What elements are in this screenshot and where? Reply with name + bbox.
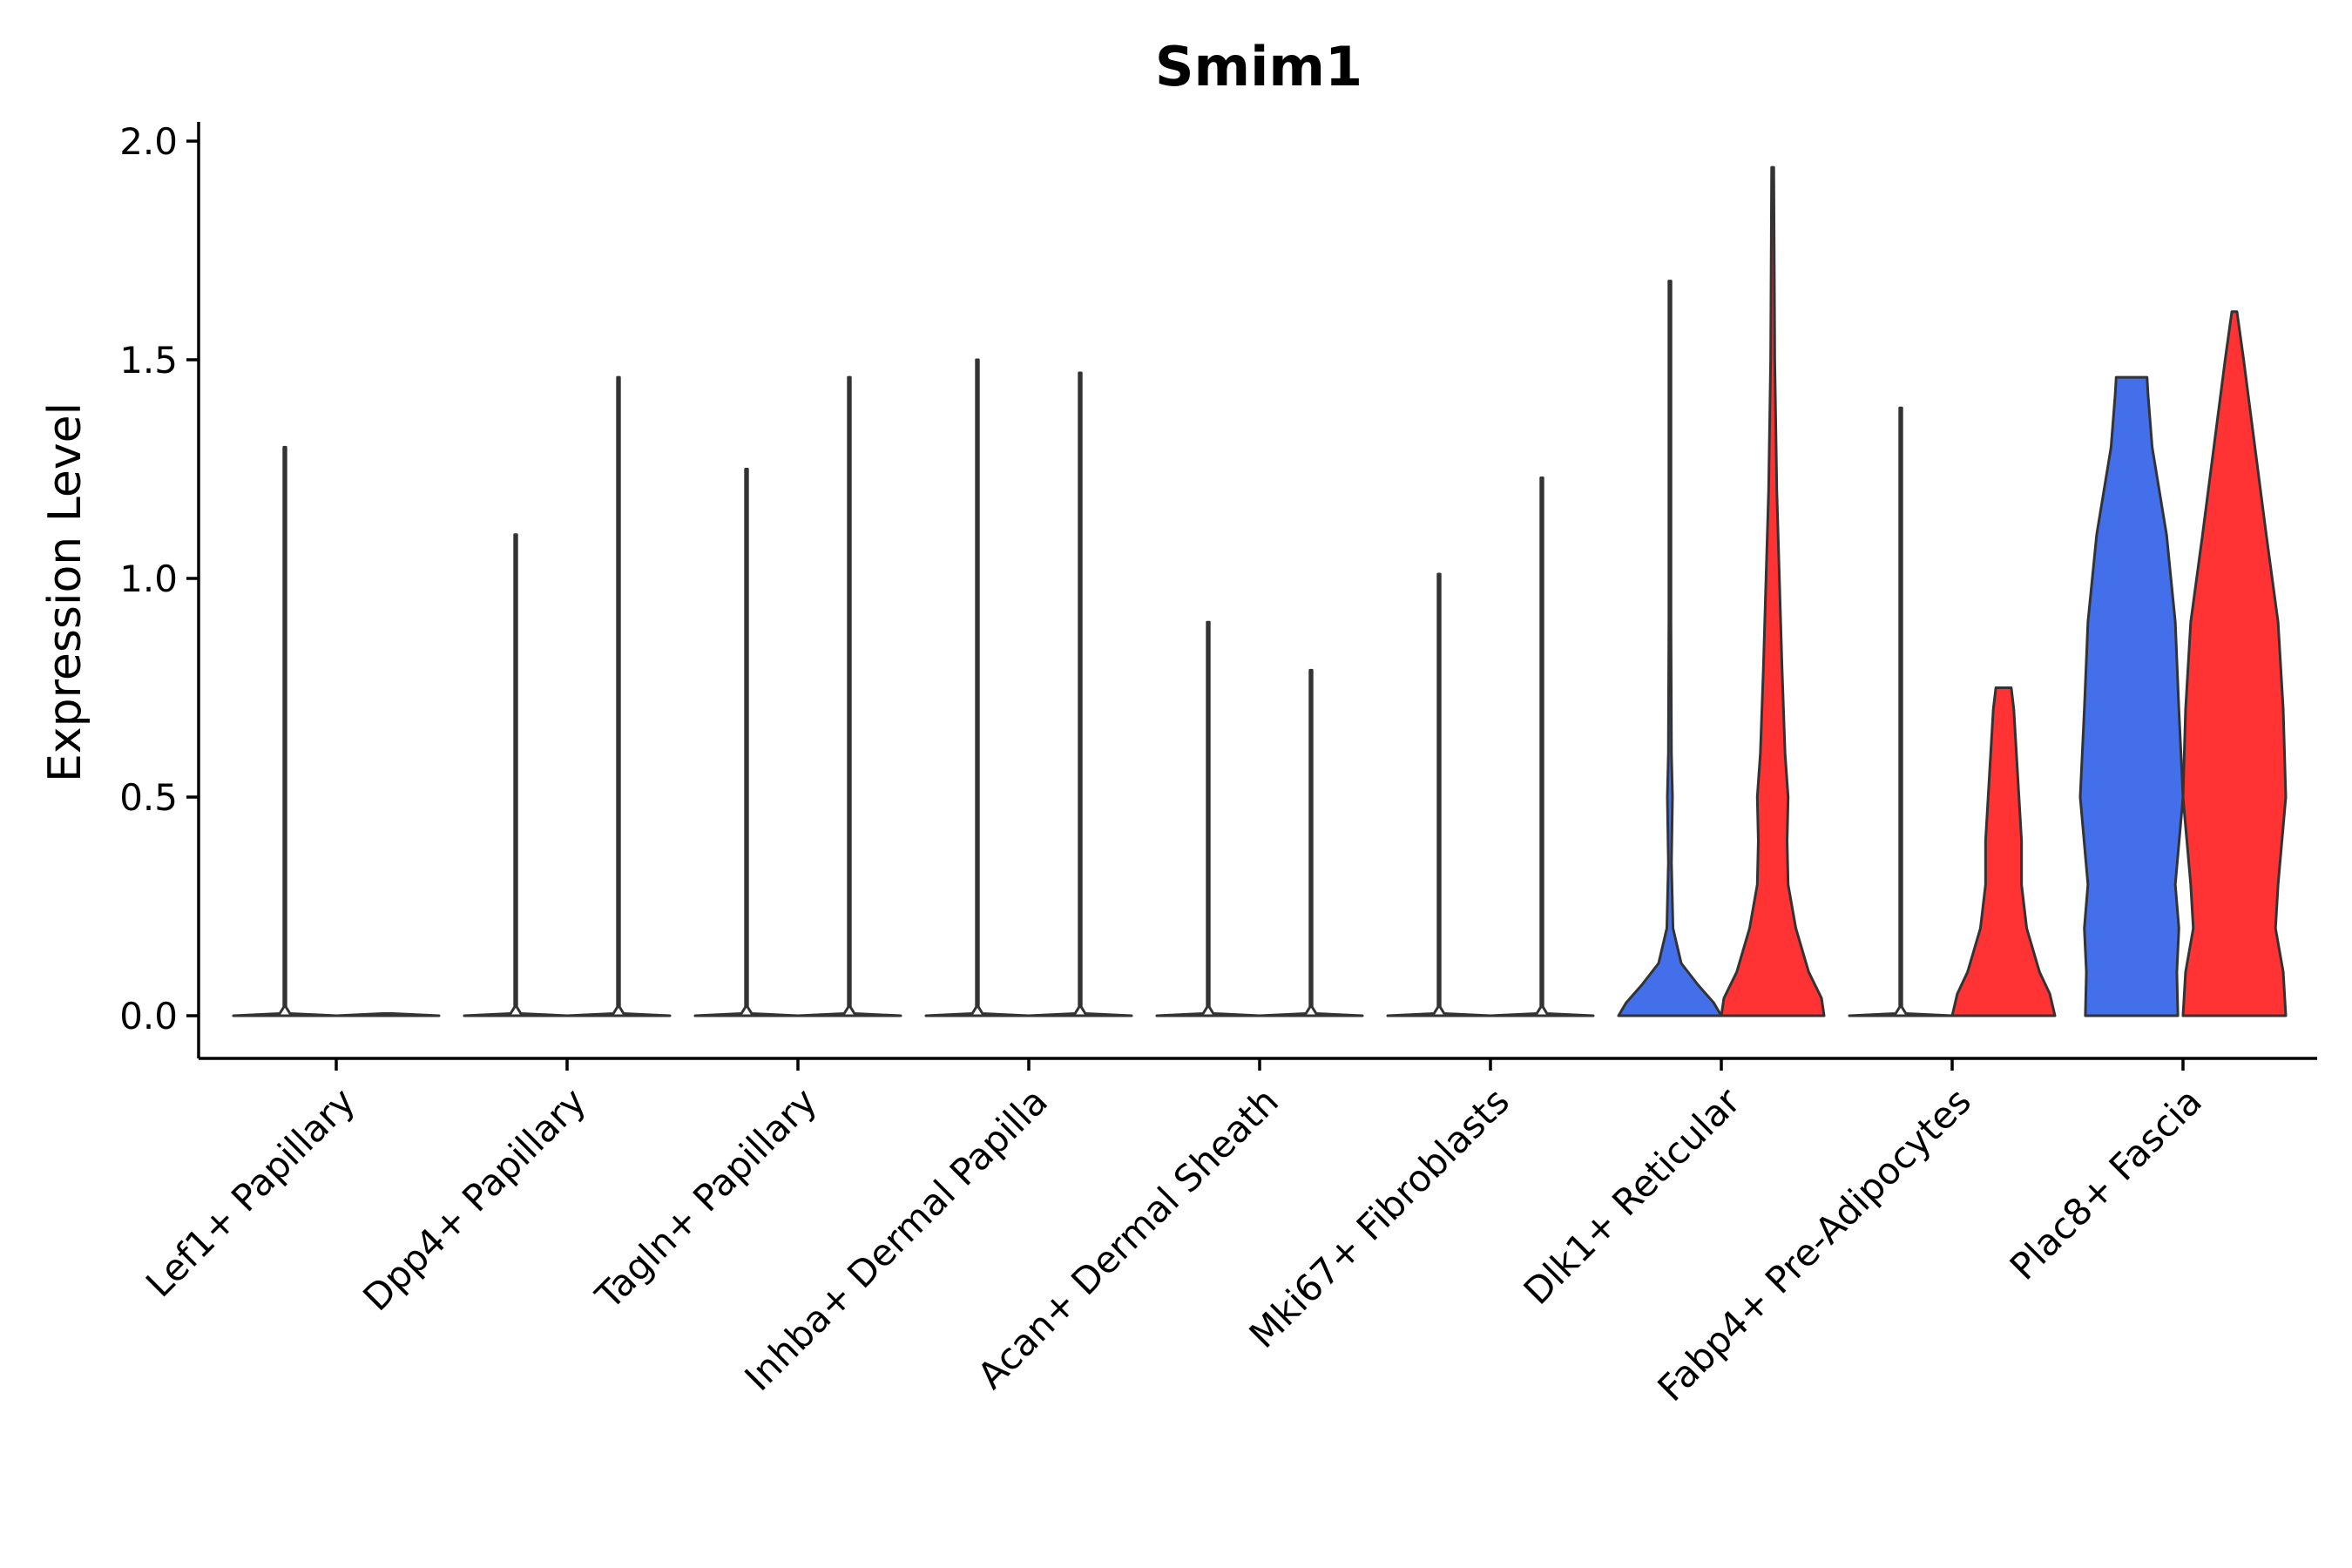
violin-inhba-dermal-papilla-blue [924,358,1031,1017]
violin-lef1-papillary-blue [232,445,338,1017]
violin-dlk1-reticular-red [1720,166,1826,1017]
violin-dpp4-papillary-red [565,375,672,1017]
y-tick-label: 0.0 [119,995,178,1037]
violin-tagln-papillary-blue [693,468,800,1017]
y-tick-label: 0.5 [119,776,178,819]
violin-dpp4-papillary-blue [463,533,569,1017]
violin-plac8-fascia-red [2181,310,2288,1017]
violin-mki67-fibroblasts-blue [1386,572,1492,1017]
violin-inhba-dermal-papilla-red [1027,371,1133,1017]
chart-title: Smim1 [1155,35,1362,98]
violin-mki67-fibroblasts-red [1489,476,1595,1017]
x-tick-label: Lef1+ Papillary [138,1079,363,1305]
violin-tagln-papillary-red [796,375,902,1017]
y-axis-label: Expression Level [39,402,91,782]
violin-fabp4-pre-adipocytes-red [1950,686,2057,1017]
y-tick-label: 1.5 [119,339,178,382]
x-tick-label: Plac8+ Fascia [2002,1079,2210,1288]
violin-lef1-papillary-red [335,1011,441,1017]
violin-layer [232,166,2288,1017]
y-tick-label: 1.0 [119,558,178,600]
x-tick-label: Tagln+ Papillary [587,1079,825,1317]
violin-acan-dermal-sheath-blue [1155,620,1261,1017]
violin-fabp4-pre-adipocytes-blue [1848,406,1954,1017]
violin-dlk1-reticular-blue [1617,280,1723,1017]
x-tick-label: Dlk1+ Reticular [1516,1079,1749,1313]
y-tick-label: 2.0 [119,120,178,163]
violin-acan-dermal-sheath-red [1258,668,1364,1017]
x-tick-label: Dpp4+ Papillary [355,1079,594,1319]
violin-plac8-fascia-blue [2078,375,2185,1017]
x-tick-label: Mki67+ Fibroblasts [1241,1079,1517,1355]
